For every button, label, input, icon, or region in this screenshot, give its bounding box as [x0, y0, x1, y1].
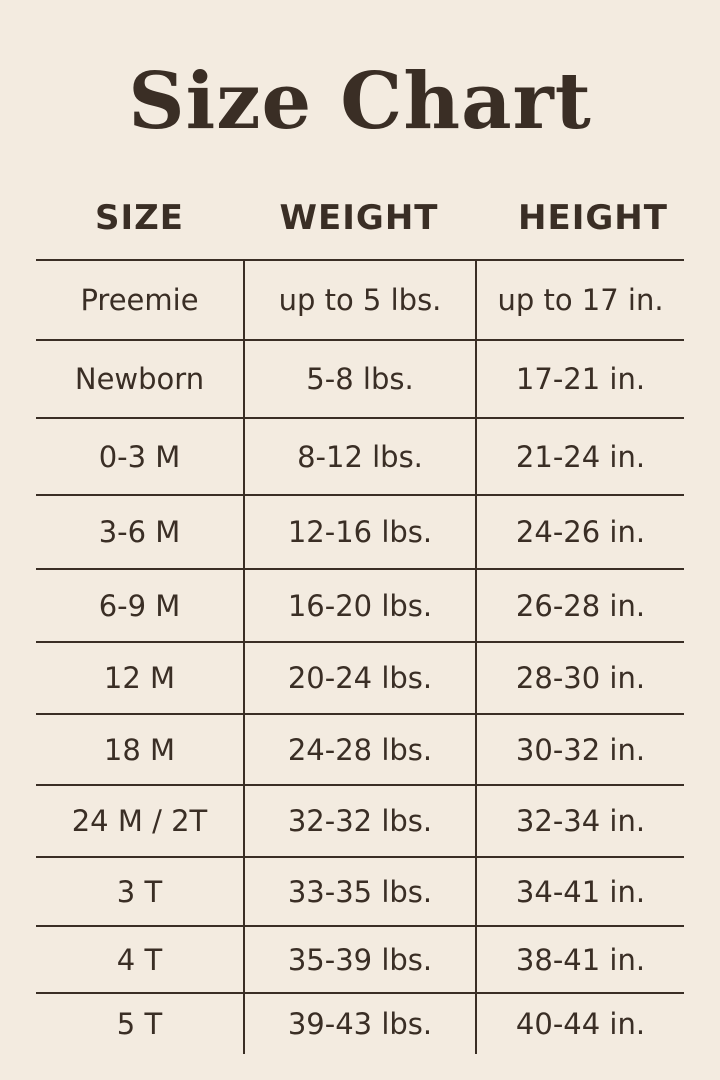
column-header-height: HEIGHT: [518, 198, 668, 238]
height-cell: 24-26 in.: [475, 496, 684, 568]
height-cell: 32-34 in.: [475, 786, 684, 856]
size-cell: 6-9 M: [98, 588, 181, 623]
table-row: Newborn 5-8 lbs. 17-21 in.: [36, 339, 684, 417]
height-cell: 40-44 in.: [475, 994, 684, 1054]
weight-cell: 12-16 lbs.: [243, 496, 475, 568]
height-cell: 34-41 in.: [475, 858, 684, 925]
weight-cell: up to 5 lbs.: [243, 261, 475, 339]
weight-cell: 16-20 lbs.: [243, 570, 475, 641]
column-header-weight: WEIGHT: [279, 198, 439, 238]
table-row: 3 T 33-35 lbs. 34-41 in.: [36, 856, 684, 925]
size-cell: 18 M: [103, 732, 176, 767]
weight-cell: 32-32 lbs.: [243, 786, 475, 856]
height-cell: up to 17 in.: [475, 261, 684, 339]
size-cell: 3-6 M: [98, 515, 181, 549]
table-row: 3-6 M 12-16 lbs. 24-26 in.: [36, 494, 684, 568]
page-title: Size Chart: [128, 56, 592, 147]
weight-cell: 20-24 lbs.: [243, 643, 475, 713]
height-cell: 21-24 in.: [475, 419, 684, 494]
table-row: Preemie up to 5 lbs. up to 17 in.: [36, 259, 684, 339]
height-cell: 17-21 in.: [475, 341, 684, 417]
table-row: 5 T 39-43 lbs. 40-44 in.: [36, 992, 684, 1054]
height-cell: 30-32 in.: [475, 715, 684, 784]
weight-cell: 35-39 lbs.: [243, 927, 475, 992]
size-cell: 24 M / 2T: [71, 804, 208, 838]
size-cell: 5 T: [116, 1007, 163, 1041]
weight-cell: 5-8 lbs.: [243, 341, 475, 417]
height-cell: 28-30 in.: [475, 643, 684, 713]
size-table: Preemie up to 5 lbs. up to 17 in. Newborn 5-…: [36, 259, 684, 1054]
size-cell: 0-3 M: [98, 439, 181, 474]
table-row: 18 M 24-28 lbs. 30-32 in.: [36, 713, 684, 784]
height-cell: 38-41 in.: [475, 927, 684, 992]
table-row: 6-9 M 16-20 lbs. 26-28 in.: [36, 568, 684, 641]
weight-cell: 39-43 lbs.: [243, 994, 475, 1054]
weight-cell: 24-28 lbs.: [243, 715, 475, 784]
column-header-size: SIZE: [94, 198, 185, 238]
size-cell: 3 T: [116, 874, 163, 909]
table-row: 12 M 20-24 lbs. 28-30 in.: [36, 641, 684, 713]
size-cell: 4 T: [116, 942, 163, 977]
size-cell: 12 M: [103, 661, 176, 695]
height-cell: 26-28 in.: [475, 570, 684, 641]
table-row: 0-3 M 8-12 lbs. 21-24 in.: [36, 417, 684, 494]
table-row: 4 T 35-39 lbs. 38-41 in.: [36, 925, 684, 992]
weight-cell: 8-12 lbs.: [243, 419, 475, 494]
size-cell: Preemie: [80, 283, 199, 317]
size-cell: Newborn: [74, 362, 205, 396]
table-row: 24 M / 2T 32-32 lbs. 32-34 in.: [36, 784, 684, 856]
weight-cell: 33-35 lbs.: [243, 858, 475, 925]
